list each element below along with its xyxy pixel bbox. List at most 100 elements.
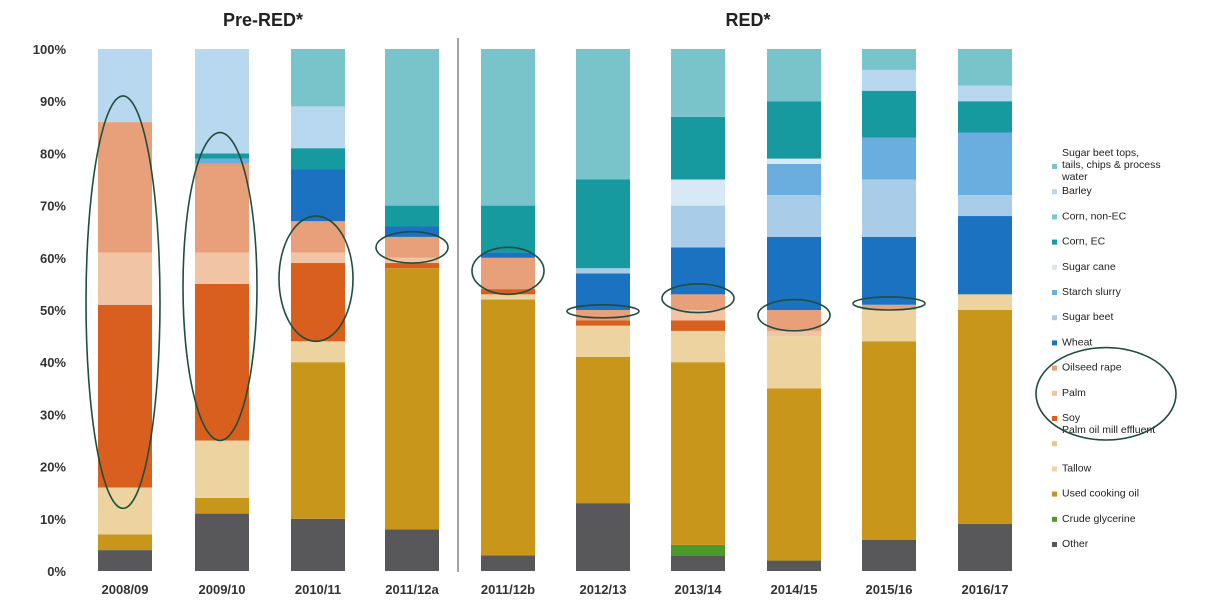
legend-swatch: [1052, 416, 1057, 421]
bar-segment-palm: [671, 310, 725, 321]
bar-segment-tallow: [767, 336, 821, 389]
bar-segment-used-cooking-oil: [291, 362, 345, 519]
bar-segment-tallow: [576, 325, 630, 357]
bar-segment-sugar-beet-tops-tails-chips-process-water: [291, 49, 345, 107]
x-tick-label: 2014/15: [771, 582, 818, 597]
bar-segment-barley: [98, 49, 152, 123]
legend-label: Palm oil mill effluent: [1062, 424, 1155, 436]
bars: [98, 49, 1012, 571]
legend-label: Tallow: [1062, 462, 1092, 474]
bar-segment-sugar-beet-tops-tails-chips-process-water: [767, 49, 821, 102]
y-tick-label: 30%: [40, 407, 66, 422]
bar-segment-used-cooking-oil: [958, 310, 1012, 525]
legend-label: Used cooking oil: [1062, 488, 1139, 500]
legend-label: Wheat: [1062, 336, 1092, 348]
x-tick-label: 2015/16: [866, 582, 913, 597]
x-tick-label: 2008/09: [102, 582, 149, 597]
y-tick-label: 40%: [40, 355, 66, 370]
bar-segment-oilseed-rape: [195, 163, 249, 253]
bar-segment-soy: [291, 263, 345, 342]
bar-segment-used-cooking-oil: [98, 534, 152, 551]
annotations: [85, 95, 1177, 510]
legend-label: Sugar beet: [1062, 311, 1113, 323]
bar-segment-used-cooking-oil: [195, 497, 249, 514]
legend-swatch: [1052, 441, 1057, 447]
bar-segment-barley: [195, 49, 249, 154]
legend-label: Corn, non-EC: [1062, 210, 1127, 222]
bar-segment-other: [862, 539, 916, 571]
bar-segment-wheat: [671, 247, 725, 295]
y-tick-label: 10%: [40, 512, 66, 527]
y-tick-label: 60%: [40, 251, 66, 266]
legend-swatch: [1052, 340, 1057, 346]
bar-segment-other: [385, 529, 439, 571]
y-axis: 0% 10% 20% 30% 40% 50% 60% 70% 80% 90% 100%: [33, 42, 67, 579]
legend-label: Palm: [1062, 387, 1086, 399]
bar-segment-wheat: [958, 216, 1012, 295]
bar-segment-other: [576, 503, 630, 571]
highlight-ellipse: [852, 296, 926, 311]
bar-segment-sugar-beet: [862, 179, 916, 237]
highlight-ellipse: [566, 303, 640, 319]
bar-segment-corn-ec: [958, 101, 1012, 133]
legend-swatch: [1052, 466, 1057, 472]
legend-swatch: [1052, 214, 1057, 220]
bar-segment-barley: [862, 69, 916, 91]
bar-segment-sugar-beet: [958, 195, 1012, 217]
y-tick-label: 100%: [33, 42, 67, 57]
bar-segment-corn-ec: [291, 148, 345, 170]
legend-highlight-ellipse: [1035, 346, 1177, 441]
bar-segment-sugar-beet: [576, 268, 630, 274]
bar-segment-palm: [195, 252, 249, 284]
bar-segment-sugar-beet-tops-tails-chips-process-water: [576, 49, 630, 180]
bar-segment-oilseed-rape: [576, 310, 630, 321]
x-tick-label: 2012/13: [580, 582, 627, 597]
bar-segment-tallow: [291, 341, 345, 363]
bar-segment-barley: [291, 106, 345, 149]
bar-segment-other: [291, 518, 345, 571]
legend-label: Corn, EC: [1062, 236, 1106, 248]
highlight-ellipse: [375, 230, 449, 264]
bar-segment-tallow: [98, 487, 152, 535]
bar-segment-used-cooking-oil: [481, 299, 535, 556]
bar-segment-sugar-cane: [671, 179, 725, 206]
bar-segment-oilseed-rape: [385, 236, 439, 258]
x-tick-label: 2013/14: [675, 582, 723, 597]
bar-segment-tallow: [481, 294, 535, 300]
bar-segment-soy: [98, 304, 152, 488]
bar-segment-wheat: [767, 236, 821, 310]
bar-segment-corn-ec: [671, 116, 725, 180]
bar-segment-corn-ec: [862, 90, 916, 138]
bar-segment-sugar-beet-tops-tails-chips-process-water: [958, 49, 1012, 86]
highlight-ellipse: [757, 298, 831, 332]
bar-segment-sugar-beet-tops-tails-chips-process-water: [385, 49, 439, 206]
bar-segment-palm: [767, 330, 821, 337]
bar-segment-other: [195, 513, 249, 571]
bar-segment-oilseed-rape: [98, 122, 152, 253]
bar-segment-soy: [385, 263, 439, 269]
bar-segment-sugar-beet-tops-tails-chips-process-water: [862, 49, 916, 70]
bar-segment-sugar-beet: [767, 195, 821, 237]
x-tick-label: 2009/10: [199, 582, 246, 597]
legend-swatch: [1052, 264, 1057, 270]
bar-segment-wheat: [862, 236, 916, 305]
y-tick-label: 90%: [40, 94, 66, 109]
legend-label: Other: [1062, 538, 1089, 550]
bar-segment-other: [98, 550, 152, 571]
bar-segment-tallow: [671, 330, 725, 363]
bar-segment-oilseed-rape: [481, 257, 535, 290]
legend-label: Crude glycerine: [1062, 513, 1136, 525]
bar-segment-sugar-beet-tops-tails-chips-process-water: [671, 49, 725, 117]
bar-segment-corn-ec: [576, 179, 630, 269]
bar-segment-palm: [98, 252, 152, 305]
bar-segment-wheat: [576, 273, 630, 310]
x-tick-label: 2011/12a: [385, 582, 439, 597]
bar-segment-oilseed-rape: [862, 304, 916, 310]
legend-swatch: [1052, 164, 1057, 169]
legend-swatch: [1052, 390, 1057, 396]
x-tick-label: 2016/17: [962, 582, 1009, 597]
bar-segment-used-cooking-oil: [671, 362, 725, 545]
bar-segment-sugar-beet-tops-tails-chips-process-water: [481, 49, 535, 206]
bar-segment-used-cooking-oil: [862, 341, 916, 540]
